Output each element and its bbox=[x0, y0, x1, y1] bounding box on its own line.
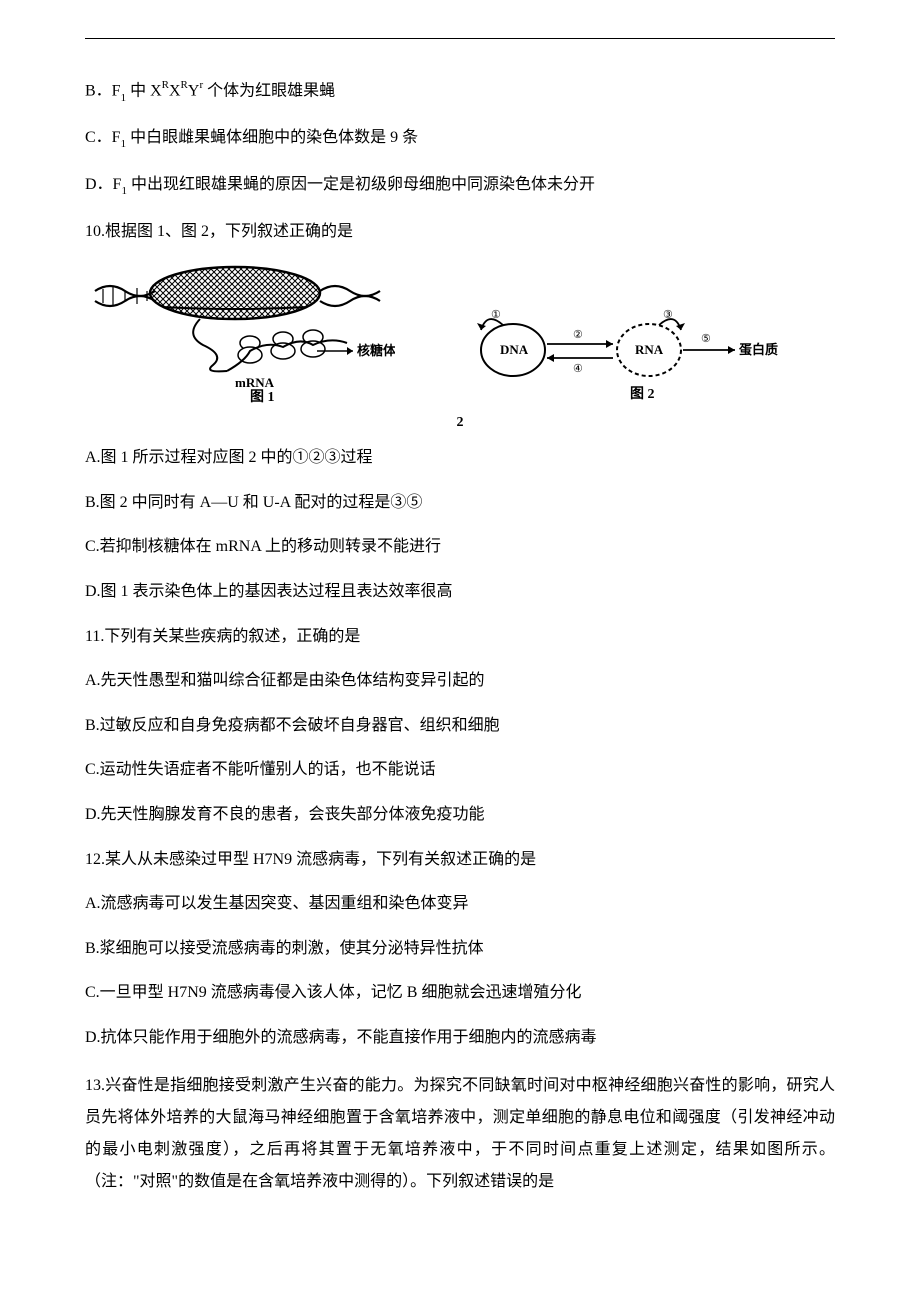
figure-2-svg: ① DNA ② ④ RNA ③ ⑤ 蛋白质 bbox=[445, 308, 785, 403]
svg-text:图 2: 图 2 bbox=[630, 386, 655, 402]
q11-option-a: A.先天性愚型和猫叫综合征都是由染色体结构变异引起的 bbox=[85, 668, 835, 694]
q10-stem: 10.根据图 1、图 2，下列叙述正确的是 bbox=[85, 219, 835, 245]
q11-option-b: B.过敏反应和自身免疫病都不会破坏自身器官、组织和细胞 bbox=[85, 713, 835, 739]
q12-option-b: B.浆细胞可以接受流感病毒的刺激，使其分泌特异性抗体 bbox=[85, 936, 835, 962]
q12-stem: 12.某人从未感染过甲型 H7N9 流感病毒，下列有关叙述正确的是 bbox=[85, 847, 835, 873]
page-content: B．F1 中 XRXRYr 个体为红眼雄果蝇 C．F1 中白眼雌果蝇体细胞中的染… bbox=[0, 0, 920, 1277]
q11-option-d: D.先天性胸腺发育不良的患者，会丧失部分体液免疫功能 bbox=[85, 802, 835, 828]
svg-text:图 1: 图 1 bbox=[250, 389, 275, 403]
q12-option-a: A.流感病毒可以发生基因突变、基因重组和染色体变异 bbox=[85, 891, 835, 917]
figure-1-svg: 核糖体 mRNA 图 1 bbox=[85, 263, 395, 403]
svg-text:RNA: RNA bbox=[635, 342, 664, 357]
q12-option-d: D.抗体只能作用于细胞外的流感病毒，不能直接作用于细胞内的流感病毒 bbox=[85, 1025, 835, 1051]
svg-text:④: ④ bbox=[573, 363, 583, 375]
q13-stem: 13.兴奋性是指细胞接受刺激产生兴奋的能力。为探究不同缺氧时间对中枢神经细胞兴奋… bbox=[85, 1070, 835, 1198]
svg-text:①: ① bbox=[491, 309, 501, 321]
svg-text:⑤: ⑤ bbox=[701, 333, 711, 345]
svg-text:mRNA: mRNA bbox=[235, 375, 275, 390]
q11-option-c: C.运动性失语症者不能听懂别人的话，也不能说话 bbox=[85, 757, 835, 783]
q11-stem: 11.下列有关某些疾病的叙述，正确的是 bbox=[85, 624, 835, 650]
svg-text:DNA: DNA bbox=[500, 342, 529, 357]
svg-text:③: ③ bbox=[663, 309, 673, 321]
q10-option-b: B.图 2 中同时有 A—U 和 U-A 配对的过程是③⑤ bbox=[85, 490, 835, 516]
sub-caption: 2 bbox=[85, 415, 835, 431]
figure-2: ① DNA ② ④ RNA ③ ⑤ 蛋白质 bbox=[445, 308, 785, 403]
q12-option-c: C.一旦甲型 H7N9 流感病毒侵入该人体，记忆 B 细胞就会迅速增殖分化 bbox=[85, 980, 835, 1006]
q9-option-d: D．F1 中出现红眼雄果蝇的原因一定是初级卵母细胞中同源染色体未分开 bbox=[85, 172, 835, 200]
q10-option-a: A.图 1 所示过程对应图 2 中的①②③过程 bbox=[85, 445, 835, 471]
svg-text:核糖体: 核糖体 bbox=[357, 343, 395, 358]
q9-option-b: B．F1 中 XRXRYr 个体为红眼雄果蝇 bbox=[85, 78, 835, 106]
q10-option-d: D.图 1 表示染色体上的基因表达过程且表达效率很高 bbox=[85, 579, 835, 605]
figure-row: 核糖体 mRNA 图 1 ① DNA ② bbox=[85, 263, 835, 403]
q10-option-c: C.若抑制核糖体在 mRNA 上的移动则转录不能进行 bbox=[85, 534, 835, 560]
top-horizontal-rule bbox=[85, 38, 835, 39]
figure-1: 核糖体 mRNA 图 1 bbox=[85, 263, 395, 403]
svg-text:蛋白质: 蛋白质 bbox=[739, 342, 778, 357]
svg-text:②: ② bbox=[573, 329, 583, 341]
q9-option-c: C．F1 中白眼雌果蝇体细胞中的染色体数是 9 条 bbox=[85, 125, 835, 153]
